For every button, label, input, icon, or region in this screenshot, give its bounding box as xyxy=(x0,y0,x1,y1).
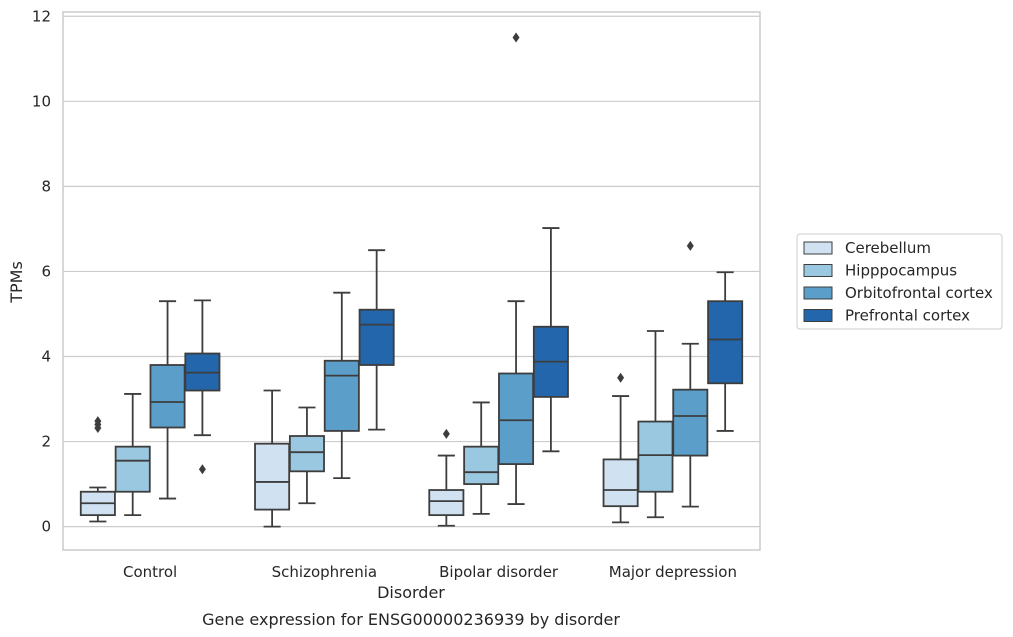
y-tick-label: 4 xyxy=(41,347,51,365)
y-tick-label: 0 xyxy=(41,518,51,536)
legend-swatch xyxy=(803,286,833,300)
box-hipppocampus xyxy=(463,401,500,515)
box-cerebellum xyxy=(254,389,291,528)
box-body xyxy=(323,359,360,432)
box-orbitofrontal-cortex xyxy=(323,291,360,480)
box-body xyxy=(463,445,500,485)
y-tick-label: 10 xyxy=(32,92,51,110)
outlier-point xyxy=(442,428,450,439)
x-tick-label: Major depression xyxy=(609,563,737,581)
plot-frame xyxy=(62,11,761,551)
outlier-point xyxy=(94,416,102,427)
outlier-point xyxy=(617,372,625,383)
box-prefrontal-cortex xyxy=(184,299,221,475)
legend-label: Orbitofrontal cortex xyxy=(845,284,993,302)
box-body xyxy=(707,300,744,385)
outlier-point xyxy=(686,240,694,251)
legend-swatch xyxy=(803,309,833,322)
legend-label: Hipppocampus xyxy=(845,262,957,280)
chart-caption: Gene expression for ENSG00000236939 by d… xyxy=(202,610,620,629)
x-tick-label: Schizophrenia xyxy=(272,563,377,581)
x-axis-label: Disorder xyxy=(377,583,445,602)
box-hipppocampus xyxy=(114,393,151,517)
gridlines xyxy=(63,15,760,528)
box-body xyxy=(602,458,639,508)
box-orbitofrontal-cortex xyxy=(498,32,535,505)
outlier-point xyxy=(512,32,520,43)
box-prefrontal-cortex xyxy=(358,249,395,431)
box-cerebellum xyxy=(79,416,116,523)
x-tick-labels: Control Schizophrenia Bipolar disorder Majo… xyxy=(123,563,737,581)
box-orbitofrontal-cortex xyxy=(149,300,186,500)
box-body xyxy=(428,489,465,517)
box-body xyxy=(358,308,395,366)
box-hipppocampus xyxy=(288,406,325,505)
box-groups xyxy=(79,32,744,528)
box-body xyxy=(637,420,674,493)
legend-frame xyxy=(796,233,1003,330)
box-body xyxy=(114,445,151,493)
box-hipppocampus xyxy=(637,330,674,519)
box-prefrontal-cortex xyxy=(707,271,744,432)
legend: Cerebellum Hipppocampus Orbitofrontal cort… xyxy=(796,233,1003,330)
x-tick-label: Bipolar disorder xyxy=(439,563,559,581)
box-body xyxy=(149,364,186,429)
legend-swatch xyxy=(803,241,833,255)
box-orbitofrontal-cortex xyxy=(672,240,709,508)
box-body xyxy=(254,442,291,511)
x-tick-label: Control xyxy=(123,563,177,581)
outlier-point xyxy=(198,464,206,475)
box-body xyxy=(672,388,709,457)
legend-swatch xyxy=(803,264,833,277)
y-tick-labels: 0 2 4 6 8 10 12 xyxy=(32,7,51,535)
legend-label: Prefrontal cortex xyxy=(845,307,970,325)
box-cerebellum xyxy=(602,372,639,524)
y-tick-label: 6 xyxy=(41,262,51,280)
y-tick-label: 12 xyxy=(32,7,51,25)
box-body xyxy=(498,372,535,465)
y-tick-label: 8 xyxy=(41,177,51,195)
legend-label: Cerebellum xyxy=(845,239,931,257)
y-tick-label: 2 xyxy=(41,433,51,451)
box-prefrontal-cortex xyxy=(532,227,569,453)
y-axis-label: TPMs xyxy=(7,261,26,304)
box-cerebellum xyxy=(428,428,465,527)
box-body xyxy=(288,435,325,473)
